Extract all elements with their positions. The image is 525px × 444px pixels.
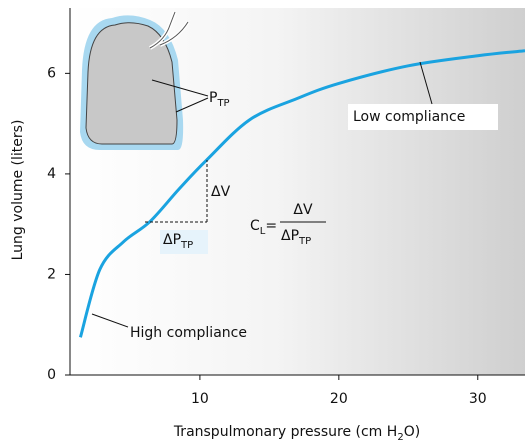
annotations: Low compliance High compliance PTP ΔV ΔP… bbox=[91, 61, 498, 341]
x-tick-label: 30 bbox=[469, 391, 487, 407]
y-tick-label: 2 bbox=[47, 266, 56, 282]
den-sub: TP bbox=[298, 236, 311, 247]
x-title-part: Transpulmonary pressure (cm H bbox=[173, 424, 398, 440]
curve bbox=[78, 49, 525, 338]
x-axis-title: Transpulmonary pressure (cm H2O) bbox=[173, 424, 420, 443]
dptp-main: ΔP bbox=[163, 232, 181, 248]
x-tick-label: 10 bbox=[191, 391, 209, 407]
ptp-label: PTP bbox=[209, 90, 230, 109]
ptp-sub: TP bbox=[216, 98, 229, 109]
high-compliance-label: High compliance bbox=[130, 325, 247, 341]
formula-c: C bbox=[250, 218, 260, 234]
delta-v-label: ΔV bbox=[211, 184, 231, 200]
formula-eq: = bbox=[265, 218, 277, 234]
y-tick-label: 0 bbox=[47, 367, 56, 383]
label-box bbox=[160, 230, 208, 254]
den-main: ΔP bbox=[281, 228, 299, 244]
formula-sub: L bbox=[260, 226, 266, 237]
y-axis-title: Lung volume (liters) bbox=[10, 120, 26, 261]
low-compliance-label: Low compliance bbox=[353, 109, 465, 125]
lung-illustration bbox=[80, 11, 209, 150]
label-box bbox=[348, 104, 498, 130]
formula-num: ΔV bbox=[293, 202, 313, 218]
x-title-part: O) bbox=[404, 424, 420, 440]
delta-ptp-label: ΔPTP bbox=[163, 232, 193, 251]
y-tick-label: 4 bbox=[47, 166, 56, 182]
formula-den: ΔPTP bbox=[281, 228, 311, 247]
dptp-sub: TP bbox=[180, 240, 193, 251]
x-tick-label: 20 bbox=[330, 391, 348, 407]
x-title-sub: 2 bbox=[397, 432, 403, 443]
formula-lhs: CL= bbox=[250, 218, 277, 237]
y-tick-label: 6 bbox=[47, 65, 56, 81]
ptp-main: P bbox=[209, 90, 217, 106]
